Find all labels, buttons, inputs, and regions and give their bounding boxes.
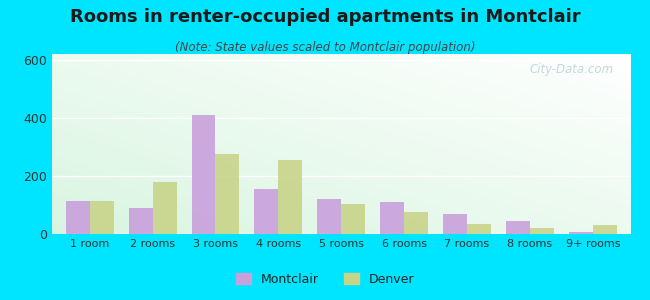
Bar xyxy=(192,115,216,234)
Bar xyxy=(153,182,177,234)
Bar xyxy=(216,154,239,234)
Bar xyxy=(506,221,530,234)
Text: Rooms in renter-occupied apartments in Montclair: Rooms in renter-occupied apartments in M… xyxy=(70,8,580,26)
Bar xyxy=(278,160,302,234)
Bar xyxy=(66,201,90,234)
Text: City-Data.com: City-Data.com xyxy=(529,63,613,76)
Bar xyxy=(90,201,114,234)
Bar xyxy=(593,225,617,234)
Bar xyxy=(129,208,153,234)
Bar xyxy=(317,199,341,234)
Bar xyxy=(443,214,467,234)
Bar xyxy=(255,189,278,234)
Legend: Montclair, Denver: Montclair, Denver xyxy=(231,268,419,291)
Bar xyxy=(467,224,491,234)
Bar xyxy=(530,228,554,234)
Text: (Note: State values scaled to Montclair population): (Note: State values scaled to Montclair … xyxy=(175,40,475,53)
Bar xyxy=(569,232,593,234)
Bar xyxy=(341,203,365,234)
Bar xyxy=(380,202,404,234)
Bar xyxy=(404,212,428,234)
